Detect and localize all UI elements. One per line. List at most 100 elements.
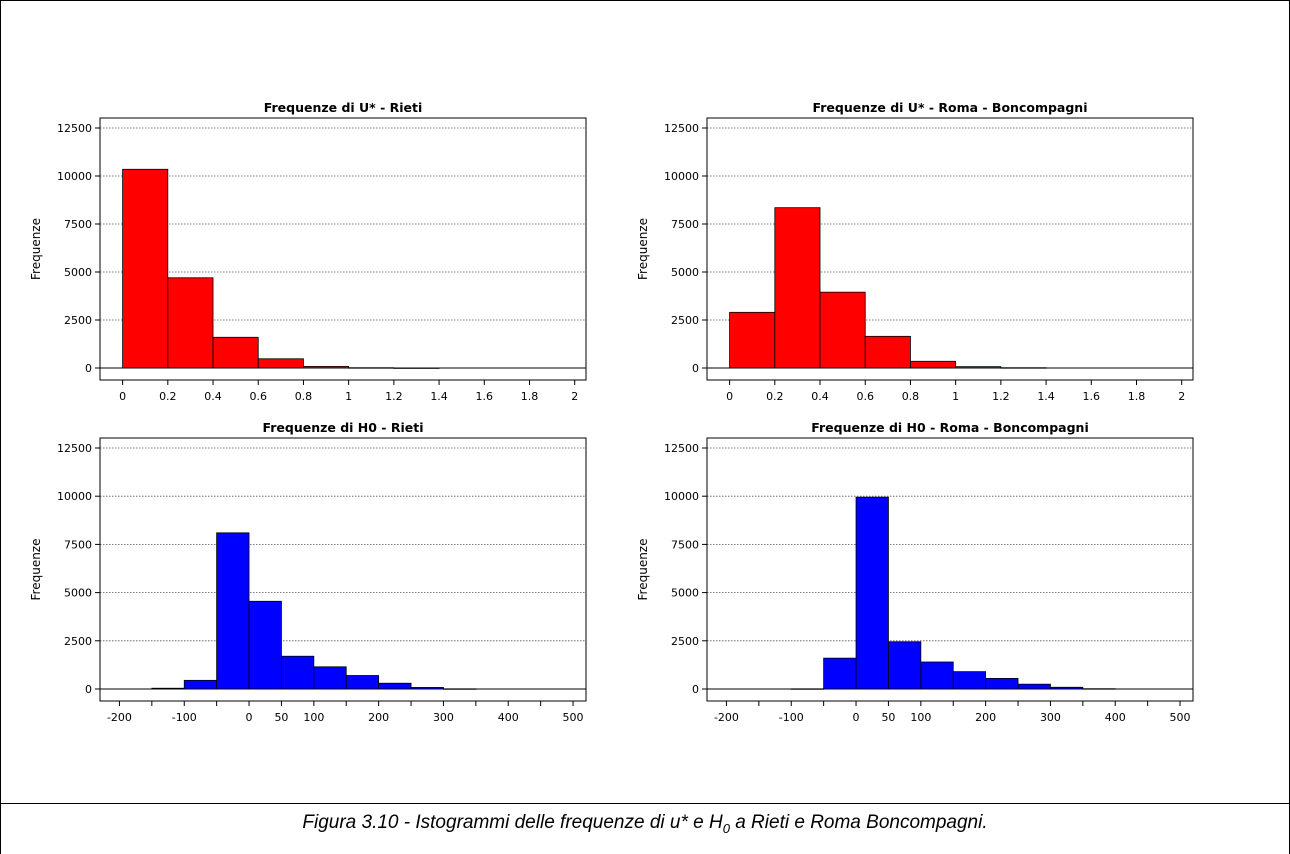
y-tick-label: 12500 bbox=[57, 122, 92, 135]
x-tick-label: 0.4 bbox=[811, 390, 829, 403]
histogram-bar bbox=[393, 367, 440, 369]
histogram-bar bbox=[955, 366, 1002, 369]
x-tick-label: -200 bbox=[714, 711, 739, 724]
histogram-bar bbox=[1050, 686, 1084, 690]
x-tick-label: 2 bbox=[1178, 390, 1185, 403]
histogram-bar bbox=[167, 277, 214, 369]
x-tick-label: 500 bbox=[1170, 711, 1191, 724]
x-tick-label: 1.4 bbox=[430, 390, 448, 403]
y-tick-label: 12500 bbox=[664, 122, 699, 135]
y-tick-label: 10000 bbox=[57, 170, 92, 183]
histogram-bar bbox=[888, 641, 922, 690]
histogram-bar bbox=[985, 677, 1019, 690]
histogram-bar bbox=[212, 336, 259, 369]
histogram-bar bbox=[729, 311, 776, 369]
histogram-bar bbox=[183, 679, 218, 690]
histogram-bar bbox=[864, 335, 911, 369]
histogram-bar bbox=[952, 671, 987, 690]
y-tick-label: 2500 bbox=[671, 635, 699, 648]
x-tick-label: 200 bbox=[975, 711, 996, 724]
x-tick-label: 300 bbox=[1040, 711, 1061, 724]
x-tick-label: 1 bbox=[345, 390, 352, 403]
chart-title: Frequenze di H0 - Rieti bbox=[263, 420, 424, 435]
figure-caption: Figura 3.10 - Istogrammi delle frequenze… bbox=[0, 812, 1290, 836]
caption-suffix: a Rieti e Roma Boncompagni. bbox=[729, 812, 988, 833]
histogram-bar bbox=[248, 600, 282, 690]
y-tick-label: 0 bbox=[692, 362, 699, 375]
x-tick-label: 0.2 bbox=[159, 390, 177, 403]
y-tick-label: 0 bbox=[692, 683, 699, 696]
x-tick-label: 300 bbox=[433, 711, 454, 724]
x-tick-label: -100 bbox=[779, 711, 804, 724]
histogram-bar bbox=[774, 207, 821, 369]
y-axis-label: Frequenze bbox=[636, 539, 650, 601]
y-tick-label: 0 bbox=[85, 362, 92, 375]
histogram-bar bbox=[281, 655, 315, 690]
y-tick-label: 12500 bbox=[57, 442, 92, 455]
histogram-bar bbox=[443, 688, 477, 690]
y-axis-label: Frequenze bbox=[29, 218, 43, 280]
y-tick-label: 5000 bbox=[671, 587, 699, 600]
x-tick-label: 1.6 bbox=[476, 390, 494, 403]
x-tick-label: 0 bbox=[119, 390, 126, 403]
y-tick-label: 2500 bbox=[64, 314, 92, 327]
x-tick-label: 0 bbox=[246, 711, 253, 724]
y-axis-label: Frequenze bbox=[636, 218, 650, 280]
histogram-bar bbox=[378, 682, 412, 690]
histogram-bar bbox=[410, 687, 444, 690]
chart-title: Frequenze di U* - Rieti bbox=[264, 100, 423, 115]
x-tick-label: -200 bbox=[107, 711, 132, 724]
histogram-bar bbox=[1017, 683, 1051, 690]
x-tick-label: 100 bbox=[910, 711, 931, 724]
histogram-bar bbox=[1082, 688, 1116, 690]
plot-frame bbox=[99, 117, 587, 381]
x-tick-label: 0.6 bbox=[249, 390, 267, 403]
y-tick-label: 5000 bbox=[671, 266, 699, 279]
x-tick-label: 0.6 bbox=[856, 390, 874, 403]
y-axis-label: Frequenze bbox=[29, 539, 43, 601]
y-tick-label: 7500 bbox=[64, 218, 92, 231]
x-tick-label: 1.8 bbox=[1128, 390, 1146, 403]
y-tick-label: 5000 bbox=[64, 266, 92, 279]
x-tick-label: 0 bbox=[853, 711, 860, 724]
x-tick-label: -100 bbox=[172, 711, 197, 724]
x-tick-label: 1.2 bbox=[385, 390, 403, 403]
chart-title: Frequenze di H0 - Roma - Boncompagni bbox=[811, 420, 1088, 435]
x-tick-label: 0.4 bbox=[204, 390, 222, 403]
y-tick-label: 0 bbox=[85, 683, 92, 696]
histogram-bar bbox=[855, 496, 889, 690]
histogram-bar bbox=[122, 168, 169, 369]
y-tick-label: 10000 bbox=[664, 170, 699, 183]
x-tick-label: 0.8 bbox=[902, 390, 920, 403]
x-tick-label: 50 bbox=[274, 711, 288, 724]
histogram-bar bbox=[1000, 367, 1047, 369]
plot-frame bbox=[706, 117, 1194, 381]
x-tick-label: 1.4 bbox=[1037, 390, 1055, 403]
plot-frame bbox=[706, 437, 1194, 702]
histogram-bar bbox=[216, 532, 250, 690]
x-tick-label: 1 bbox=[952, 390, 959, 403]
caption-prefix: Figura 3.10 - Istogrammi delle frequenze… bbox=[302, 812, 723, 833]
histogram-bar bbox=[910, 360, 957, 369]
histogram-bar bbox=[823, 657, 857, 690]
histogram-bar bbox=[151, 687, 185, 690]
histogram-bar bbox=[345, 675, 380, 690]
y-tick-label: 7500 bbox=[64, 538, 92, 551]
x-tick-label: 50 bbox=[881, 711, 895, 724]
x-tick-label: 1.8 bbox=[521, 390, 539, 403]
x-tick-label: 0 bbox=[726, 390, 733, 403]
histogram-bar bbox=[920, 661, 954, 690]
histogram-bar bbox=[257, 358, 304, 369]
x-tick-label: 0.8 bbox=[295, 390, 313, 403]
histogram-panel-1: 0 2500 5000 7500 10000 12500 0 0.2 0.4 0.6 0.8 1 1.2… bbox=[29, 100, 587, 403]
histogram-panel-3: 0 2500 5000 7500 10000 12500 -200 -100 0 50 100 200… bbox=[29, 420, 587, 724]
histogram-bar bbox=[313, 666, 347, 690]
x-tick-label: 100 bbox=[303, 711, 324, 724]
y-tick-label: 2500 bbox=[64, 635, 92, 648]
chart-title: Frequenze di U* - Roma - Boncompagni bbox=[813, 100, 1088, 115]
y-tick-label: 7500 bbox=[671, 218, 699, 231]
x-tick-label: 400 bbox=[1105, 711, 1126, 724]
histogram-bar bbox=[348, 367, 395, 369]
y-tick-label: 10000 bbox=[57, 490, 92, 503]
